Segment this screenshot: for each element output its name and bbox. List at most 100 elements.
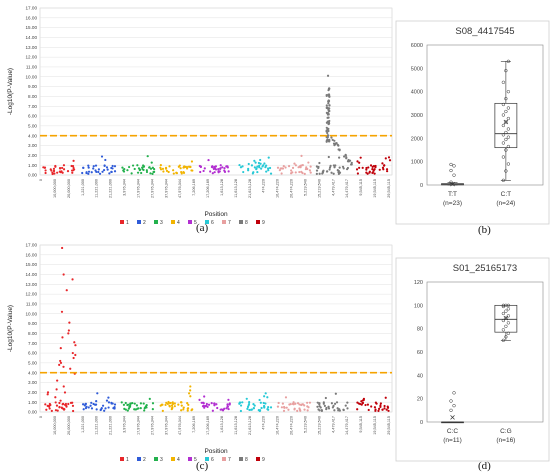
snp-point bbox=[172, 169, 175, 172]
snp-point bbox=[113, 403, 117, 406]
legend-label: 7 bbox=[228, 457, 231, 462]
snp-point bbox=[287, 408, 290, 411]
snp-point bbox=[145, 169, 148, 172]
snp-point bbox=[124, 408, 127, 411]
snp-point bbox=[145, 404, 148, 407]
snp-point bbox=[139, 407, 142, 410]
snp-point bbox=[62, 273, 65, 276]
snp-point bbox=[210, 401, 213, 405]
snp-point bbox=[111, 164, 114, 168]
snp-point bbox=[268, 166, 272, 170]
panel-label-d: (d) bbox=[478, 460, 491, 472]
snp-point bbox=[113, 170, 117, 173]
snp-point bbox=[209, 170, 212, 173]
data-point bbox=[504, 120, 508, 124]
y-tick-label: 7.00 bbox=[28, 341, 37, 346]
snp-point bbox=[105, 399, 109, 402]
snp-point bbox=[291, 171, 294, 174]
data-point bbox=[501, 318, 506, 323]
snp-point bbox=[99, 408, 102, 412]
box-2 bbox=[494, 303, 518, 342]
snp-point bbox=[111, 402, 114, 405]
snp-point bbox=[259, 158, 262, 162]
snp-point bbox=[168, 165, 171, 168]
snp-point bbox=[250, 164, 254, 167]
legend-label: 5 bbox=[194, 457, 197, 462]
y-axis-label: -Log10(P-Value) bbox=[7, 305, 14, 352]
snp-point bbox=[139, 402, 142, 405]
snp-point bbox=[284, 166, 287, 169]
snp-point bbox=[369, 164, 373, 167]
snp-point bbox=[308, 401, 312, 404]
snp-point bbox=[277, 401, 280, 405]
snp-point bbox=[151, 172, 154, 176]
legend-swatch bbox=[239, 220, 243, 224]
snp-point bbox=[127, 407, 131, 410]
snp-point bbox=[257, 161, 261, 165]
data-point bbox=[501, 178, 506, 182]
snp-point bbox=[123, 168, 126, 171]
x-tick-label: 4,479,417 bbox=[331, 416, 335, 433]
snp-point bbox=[189, 385, 192, 388]
snp-point bbox=[346, 407, 349, 410]
snp-point bbox=[326, 131, 329, 135]
y-tick-label: 3000 bbox=[411, 113, 423, 119]
y-tick-label: 11.00 bbox=[26, 302, 38, 307]
legend-label: 4 bbox=[177, 220, 180, 225]
count-label: (n=16) bbox=[496, 437, 515, 444]
snp-point bbox=[359, 156, 362, 159]
snp-point bbox=[198, 398, 201, 401]
category-label: C:C bbox=[447, 428, 459, 435]
legend-label: 4 bbox=[177, 457, 180, 462]
snp-point bbox=[330, 136, 333, 139]
x-tick-label: 20,474,220 bbox=[290, 416, 294, 435]
snp-point bbox=[95, 400, 98, 403]
snp-point bbox=[131, 401, 134, 405]
count-label: (n=23) bbox=[443, 200, 462, 207]
snp-point bbox=[61, 336, 64, 339]
y-tick-label: 1000 bbox=[411, 160, 423, 166]
x-tick-label: 7,206,169 bbox=[192, 416, 196, 433]
snp-point bbox=[166, 402, 170, 405]
legend-swatch bbox=[137, 457, 141, 461]
snp-point bbox=[210, 165, 213, 169]
snp-point bbox=[59, 399, 62, 402]
data-point bbox=[501, 303, 506, 307]
y-tick-label: 17.00 bbox=[26, 243, 38, 248]
snp-point bbox=[103, 164, 106, 168]
snp-point bbox=[258, 409, 261, 413]
box-iqr bbox=[494, 102, 518, 149]
snp-point bbox=[149, 172, 152, 175]
snp-point bbox=[182, 166, 185, 169]
x-tick-label: 17,976,344 bbox=[136, 416, 140, 435]
snp-point bbox=[338, 148, 341, 151]
snp-point bbox=[306, 167, 309, 171]
snp-point bbox=[269, 172, 273, 175]
snp-point bbox=[346, 166, 350, 170]
snp-point bbox=[358, 161, 361, 164]
snp-point bbox=[137, 167, 141, 170]
snp-point bbox=[253, 166, 256, 169]
snp-point bbox=[84, 407, 88, 410]
legend-swatch bbox=[120, 220, 124, 224]
snp-point bbox=[179, 401, 183, 404]
snp-point bbox=[345, 156, 348, 159]
snp-point bbox=[165, 401, 168, 404]
panel-label-b: (b) bbox=[478, 224, 491, 236]
snp-point bbox=[262, 401, 265, 405]
x-tick-label: 1,613,128 bbox=[220, 179, 224, 196]
snp-point bbox=[263, 405, 266, 408]
snp-point bbox=[383, 164, 386, 167]
y-tick-label: 0.00 bbox=[28, 410, 37, 415]
snp-point bbox=[327, 121, 330, 124]
outlier-point bbox=[449, 399, 453, 403]
snp-point bbox=[374, 408, 377, 411]
box-iqr bbox=[494, 304, 518, 333]
snp-point bbox=[239, 404, 243, 407]
category-label: T:T bbox=[448, 191, 457, 198]
snp-point bbox=[294, 402, 297, 405]
snp-point bbox=[328, 107, 331, 110]
snp-point bbox=[135, 404, 139, 407]
chart-frame bbox=[395, 20, 550, 225]
snp-point bbox=[306, 405, 309, 408]
